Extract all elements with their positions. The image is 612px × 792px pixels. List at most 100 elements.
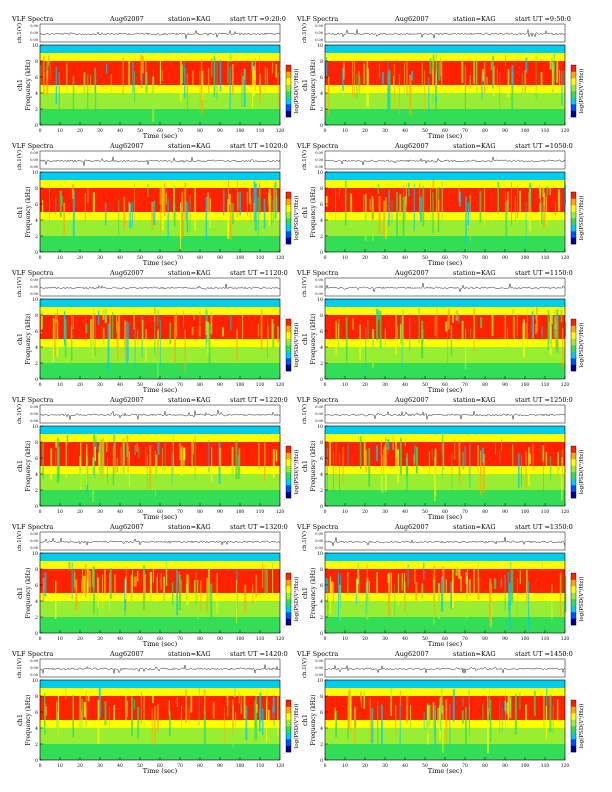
- spectrogram-streak: [547, 310, 550, 350]
- spectrogram-streak: [109, 312, 111, 347]
- spectrogram-streak: [436, 307, 438, 339]
- spectrogram-streak: [358, 575, 360, 607]
- spectrogram-band: [40, 212, 280, 220]
- spectrogram-streak: [542, 445, 545, 462]
- waveform-trace: [39, 283, 281, 290]
- x-tick-label: 50: [422, 509, 428, 515]
- waveform-tick-label: 0.00: [315, 158, 323, 162]
- x-tick-label: 50: [137, 636, 143, 642]
- spectrogram-streak: [368, 581, 370, 617]
- spectrogram-streak: [255, 574, 258, 598]
- colorbar-segment: [571, 332, 576, 339]
- spectrogram-streak: [105, 63, 108, 74]
- spectrogram-streak: [551, 57, 553, 71]
- spectrogram-streak: [363, 63, 365, 85]
- spectrogram-streak: [193, 309, 195, 321]
- spectrogram-streak: [159, 319, 161, 367]
- spectrogram-streak: [137, 330, 139, 346]
- spectrogram-streak: [122, 57, 124, 95]
- spectrogram-streak: [458, 562, 461, 579]
- spectrogram-streak: [165, 193, 167, 205]
- x-tick-label: 20: [362, 128, 368, 134]
- colorbar-frame: [570, 699, 577, 753]
- x-tick-label: 30: [97, 763, 103, 769]
- spectrogram-streak: [184, 68, 186, 99]
- spectrogram-streak: [272, 199, 274, 224]
- spectrogram-streak: [459, 191, 461, 207]
- x-tick-label: 40: [117, 255, 123, 261]
- spectrogram-streak: [464, 66, 466, 111]
- x-tick-label: 80: [482, 255, 488, 261]
- spectrogram-streak: [208, 440, 210, 473]
- spectrogram-streak: [525, 57, 528, 73]
- spectrogram-streak: [65, 435, 67, 478]
- spectra-panel: VLF Spectra Aug62007 station=KAG start UT =…: [296, 269, 585, 394]
- y-tick-label: 0: [35, 123, 38, 129]
- panel-date: Aug62007: [394, 269, 429, 277]
- colorbar-tick-label: -: [569, 695, 571, 700]
- x-tick-label: 60: [442, 255, 448, 261]
- colorbar-segment: [571, 71, 576, 79]
- spectrogram-streak: [211, 58, 213, 77]
- x-tick-label: 20: [362, 509, 368, 515]
- spectrogram-streak: [452, 689, 455, 722]
- spectrogram-band: [325, 109, 565, 125]
- spectrogram-streak: [501, 439, 503, 451]
- spectrogram-streak: [326, 447, 328, 494]
- x-tick-label: 50: [137, 763, 143, 769]
- colorbar-frame: [285, 318, 292, 372]
- spectrogram-streak: [428, 451, 430, 478]
- spectrogram-streak: [541, 561, 543, 571]
- colorbar-segment: [286, 97, 291, 105]
- spectrogram-streak: [145, 59, 147, 105]
- spectrogram-band: [40, 561, 280, 569]
- waveform-trace: [324, 665, 566, 674]
- spectrogram-band: [325, 466, 565, 474]
- spectrogram-streak: [228, 194, 231, 205]
- spectrogram-streak: [491, 310, 494, 337]
- spectrogram-streak: [445, 321, 448, 332]
- spectrogram-streak: [418, 308, 420, 343]
- spectrogram-streak: [519, 570, 521, 585]
- spectrogram-streak: [522, 319, 525, 358]
- spectrogram-streak: [533, 691, 536, 716]
- x-tick-label: 80: [197, 763, 203, 769]
- y-tick-label: 8: [35, 313, 38, 319]
- spectrogram-streak: [512, 444, 514, 466]
- spectrogram-streak: [132, 61, 134, 93]
- spectrogram-streak: [335, 439, 337, 483]
- spectrogram-streak: [535, 324, 537, 335]
- colorbar-label: log(PSD(V²/Hz)): [578, 69, 585, 114]
- spectrogram-streak: [244, 584, 247, 614]
- spectrogram-streak: [230, 313, 232, 330]
- spectrogram-streak: [72, 316, 74, 329]
- colorbar-tick-label: -: [569, 116, 571, 121]
- panel-date: Aug62007: [109, 650, 144, 658]
- y-axis-channel-label: ch1: [16, 460, 24, 472]
- colorbar-segment: [571, 599, 576, 606]
- spectrogram-streak: [365, 327, 367, 373]
- waveform-frame: [324, 150, 566, 170]
- y-tick-label: 0: [35, 631, 38, 637]
- spectrogram-streak: [180, 446, 183, 476]
- x-tick-label: 90: [217, 255, 223, 261]
- spectrogram-band: [40, 442, 280, 466]
- spectrogram-streak: [448, 308, 450, 330]
- spectrogram-streak: [181, 705, 182, 734]
- spectrogram-streak: [421, 583, 424, 599]
- colorbar-tick-label: -: [569, 624, 571, 629]
- waveform-tick-label: 0.00: [315, 532, 323, 536]
- spectrogram-streak: [440, 699, 441, 731]
- spectrogram-streak: [500, 578, 503, 588]
- spectrogram-streak: [47, 55, 49, 69]
- x-tick-label: 50: [137, 255, 143, 261]
- spectrogram-band: [325, 680, 565, 688]
- x-tick-label: 60: [157, 509, 163, 515]
- colorbar-tick-label: -: [569, 568, 571, 573]
- panel-title: VLF Spectra: [296, 396, 338, 404]
- panel-start-time: start UT =1350:0: [515, 523, 573, 531]
- colorbar-tick-label: -: [284, 116, 286, 121]
- waveform-tick-label: 0.00: [30, 539, 38, 543]
- spectrogram-band: [325, 593, 565, 601]
- colorbar-segment: [286, 452, 291, 460]
